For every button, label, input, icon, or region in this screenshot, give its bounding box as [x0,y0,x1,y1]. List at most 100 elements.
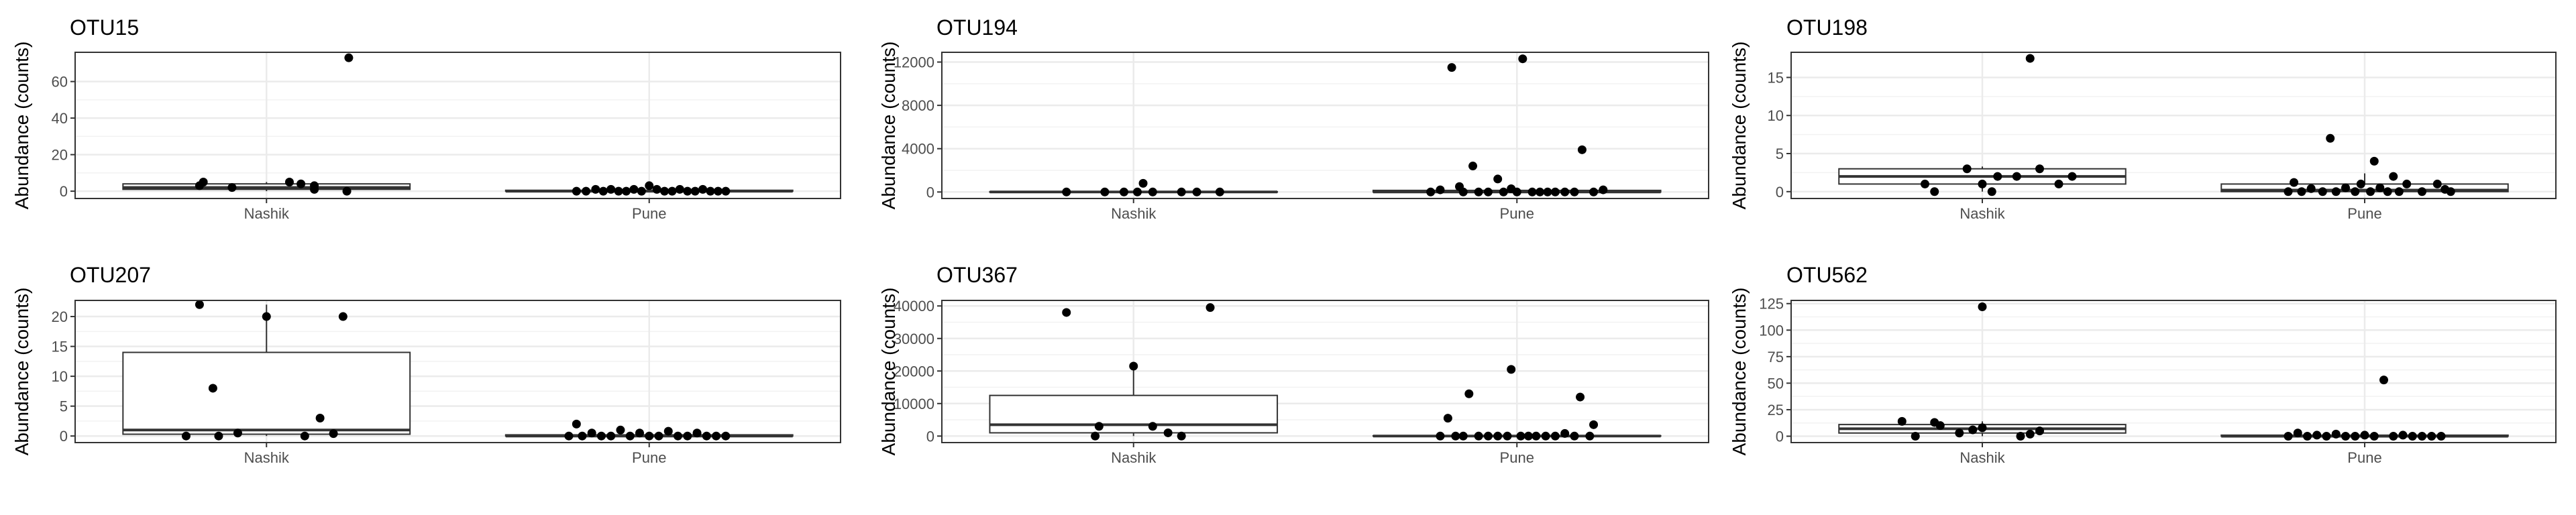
x-tick-label-pune: Pune [2347,449,2381,466]
data-point [1458,187,1468,196]
data-point [587,428,596,438]
y-axis-label: Abundance (counts) [1729,288,1750,456]
data-point [2025,429,2035,439]
data-point [344,53,354,62]
data-point [1589,420,1599,429]
data-point [2418,187,2426,196]
data-point [721,431,731,441]
y-axis-label: Abundance (counts) [11,288,32,456]
x-tick-label-pune: Pune [2347,205,2381,222]
data-point [2341,432,2350,441]
data-point [1493,431,1503,441]
data-point [1968,425,1978,435]
data-point [2035,426,2044,436]
data-point [1474,431,1483,441]
data-point [1458,431,1468,441]
data-point [342,186,352,196]
data-point [1576,392,1585,402]
data-point [1532,431,1541,441]
y-tick-label: 10 [1768,107,1784,124]
y-tick-label: 100 [1759,322,1784,339]
data-point [195,300,204,309]
data-point [606,431,616,441]
data-point [1091,431,1100,441]
data-point [683,186,692,196]
data-point [1163,428,1173,437]
data-point [629,184,639,194]
y-tick-label: 15 [52,339,68,355]
data-point [1177,431,1186,441]
data-point [1436,431,1445,441]
data-point [1094,422,1104,431]
panel-border [1790,52,2557,199]
data-point [1464,389,1474,398]
data-point [1119,187,1128,196]
data-point [1978,179,1987,188]
data-point [315,413,325,422]
data-point [214,431,223,441]
data-point [1436,185,1445,194]
data-point [1499,187,1508,196]
y-tick-label: 20000 [894,363,934,380]
data-point [1493,174,1503,184]
y-axis-label: Abundance (counts) [1729,42,1750,210]
data-point [635,428,644,438]
data-point [2408,432,2417,441]
y-tick-label: 5 [1776,146,1784,162]
data-point [1192,187,1201,196]
data-point [622,186,631,196]
data-point [702,431,711,441]
data-point [1468,162,1478,171]
y-tick-label: 60 [52,74,68,91]
data-point [2318,187,2327,196]
data-point [1897,416,1907,426]
y-tick-label: 20 [52,308,68,325]
data-point [300,431,309,441]
data-point [338,312,347,321]
panel-border [941,52,1709,199]
data-point [591,184,600,194]
y-tick-label: 4000 [902,141,934,158]
data-point [652,184,661,194]
y-tick-label: 12000 [894,54,934,71]
data-point [654,431,663,441]
data-point [2427,432,2436,441]
data-point [2331,429,2341,439]
y-tick-label: 0 [1776,428,1784,445]
data-point [1138,178,1148,188]
data-point [598,186,608,196]
x-tick-label-nashik: Nashik [1960,449,2005,466]
data-point [637,186,646,196]
data-point [606,184,616,194]
data-point [1560,187,1570,196]
data-point [645,181,654,190]
data-point [698,184,708,194]
y-tick-label: 40 [52,110,68,127]
data-point [2436,432,2446,441]
data-point [614,186,623,196]
data-point [2303,432,2312,441]
data-point [2356,179,2365,188]
data-point [2025,54,2035,63]
y-axis-label: Abundance (counts) [878,288,899,456]
data-point [1577,145,1587,154]
data-point [713,186,722,196]
data-point [1987,187,1996,196]
panel-title: OTU194 [936,15,1018,40]
data-point [1512,187,1521,196]
y-tick-label: 10000 [894,396,934,412]
panel-border [941,300,1709,443]
data-point [1536,187,1545,196]
data-point [2379,376,2388,385]
data-point [227,183,237,192]
data-point [284,177,294,186]
data-point [1560,428,1570,438]
data-point [1483,431,1493,441]
data-point [2446,187,2455,196]
data-point [572,419,581,428]
y-tick-label: 0 [60,428,68,445]
panel-title: OTU198 [1786,15,1868,40]
data-point [564,431,574,441]
y-tick-label: 40000 [894,298,934,314]
data-point [2418,432,2426,441]
